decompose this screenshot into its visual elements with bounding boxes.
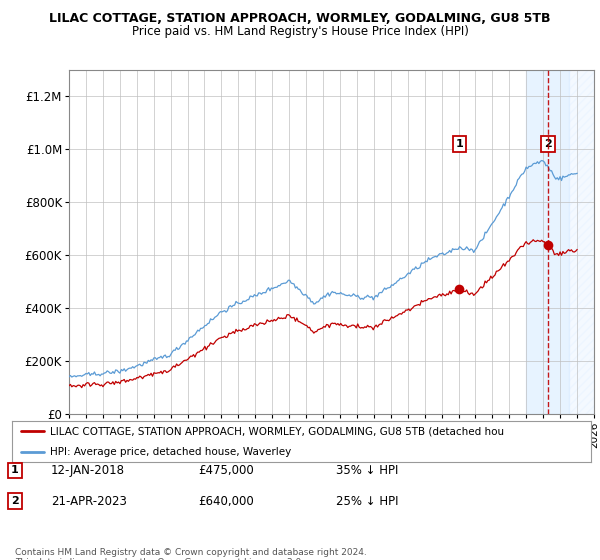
Text: 21-APR-2023: 21-APR-2023 — [51, 494, 127, 508]
Text: HPI: Average price, detached house, Waverley: HPI: Average price, detached house, Wave… — [50, 447, 291, 457]
Text: £475,000: £475,000 — [198, 464, 254, 477]
Text: 2: 2 — [544, 139, 552, 149]
Text: LILAC COTTAGE, STATION APPROACH, WORMLEY, GODALMING, GU8 5TB: LILAC COTTAGE, STATION APPROACH, WORMLEY… — [49, 12, 551, 25]
Text: 2: 2 — [11, 496, 19, 506]
Text: 12-JAN-2018: 12-JAN-2018 — [51, 464, 125, 477]
Text: 25% ↓ HPI: 25% ↓ HPI — [336, 494, 398, 508]
Text: 1: 1 — [455, 139, 463, 149]
Text: £640,000: £640,000 — [198, 494, 254, 508]
Bar — [526, 70, 569, 414]
Text: 1: 1 — [11, 465, 19, 475]
Text: LILAC COTTAGE, STATION APPROACH, WORMLEY, GODALMING, GU8 5TB (detached hou: LILAC COTTAGE, STATION APPROACH, WORMLEY… — [50, 426, 504, 436]
Text: Price paid vs. HM Land Registry's House Price Index (HPI): Price paid vs. HM Land Registry's House … — [131, 25, 469, 38]
Bar — [569, 70, 594, 414]
Text: 35% ↓ HPI: 35% ↓ HPI — [336, 464, 398, 477]
Text: Contains HM Land Registry data © Crown copyright and database right 2024.
This d: Contains HM Land Registry data © Crown c… — [15, 548, 367, 560]
